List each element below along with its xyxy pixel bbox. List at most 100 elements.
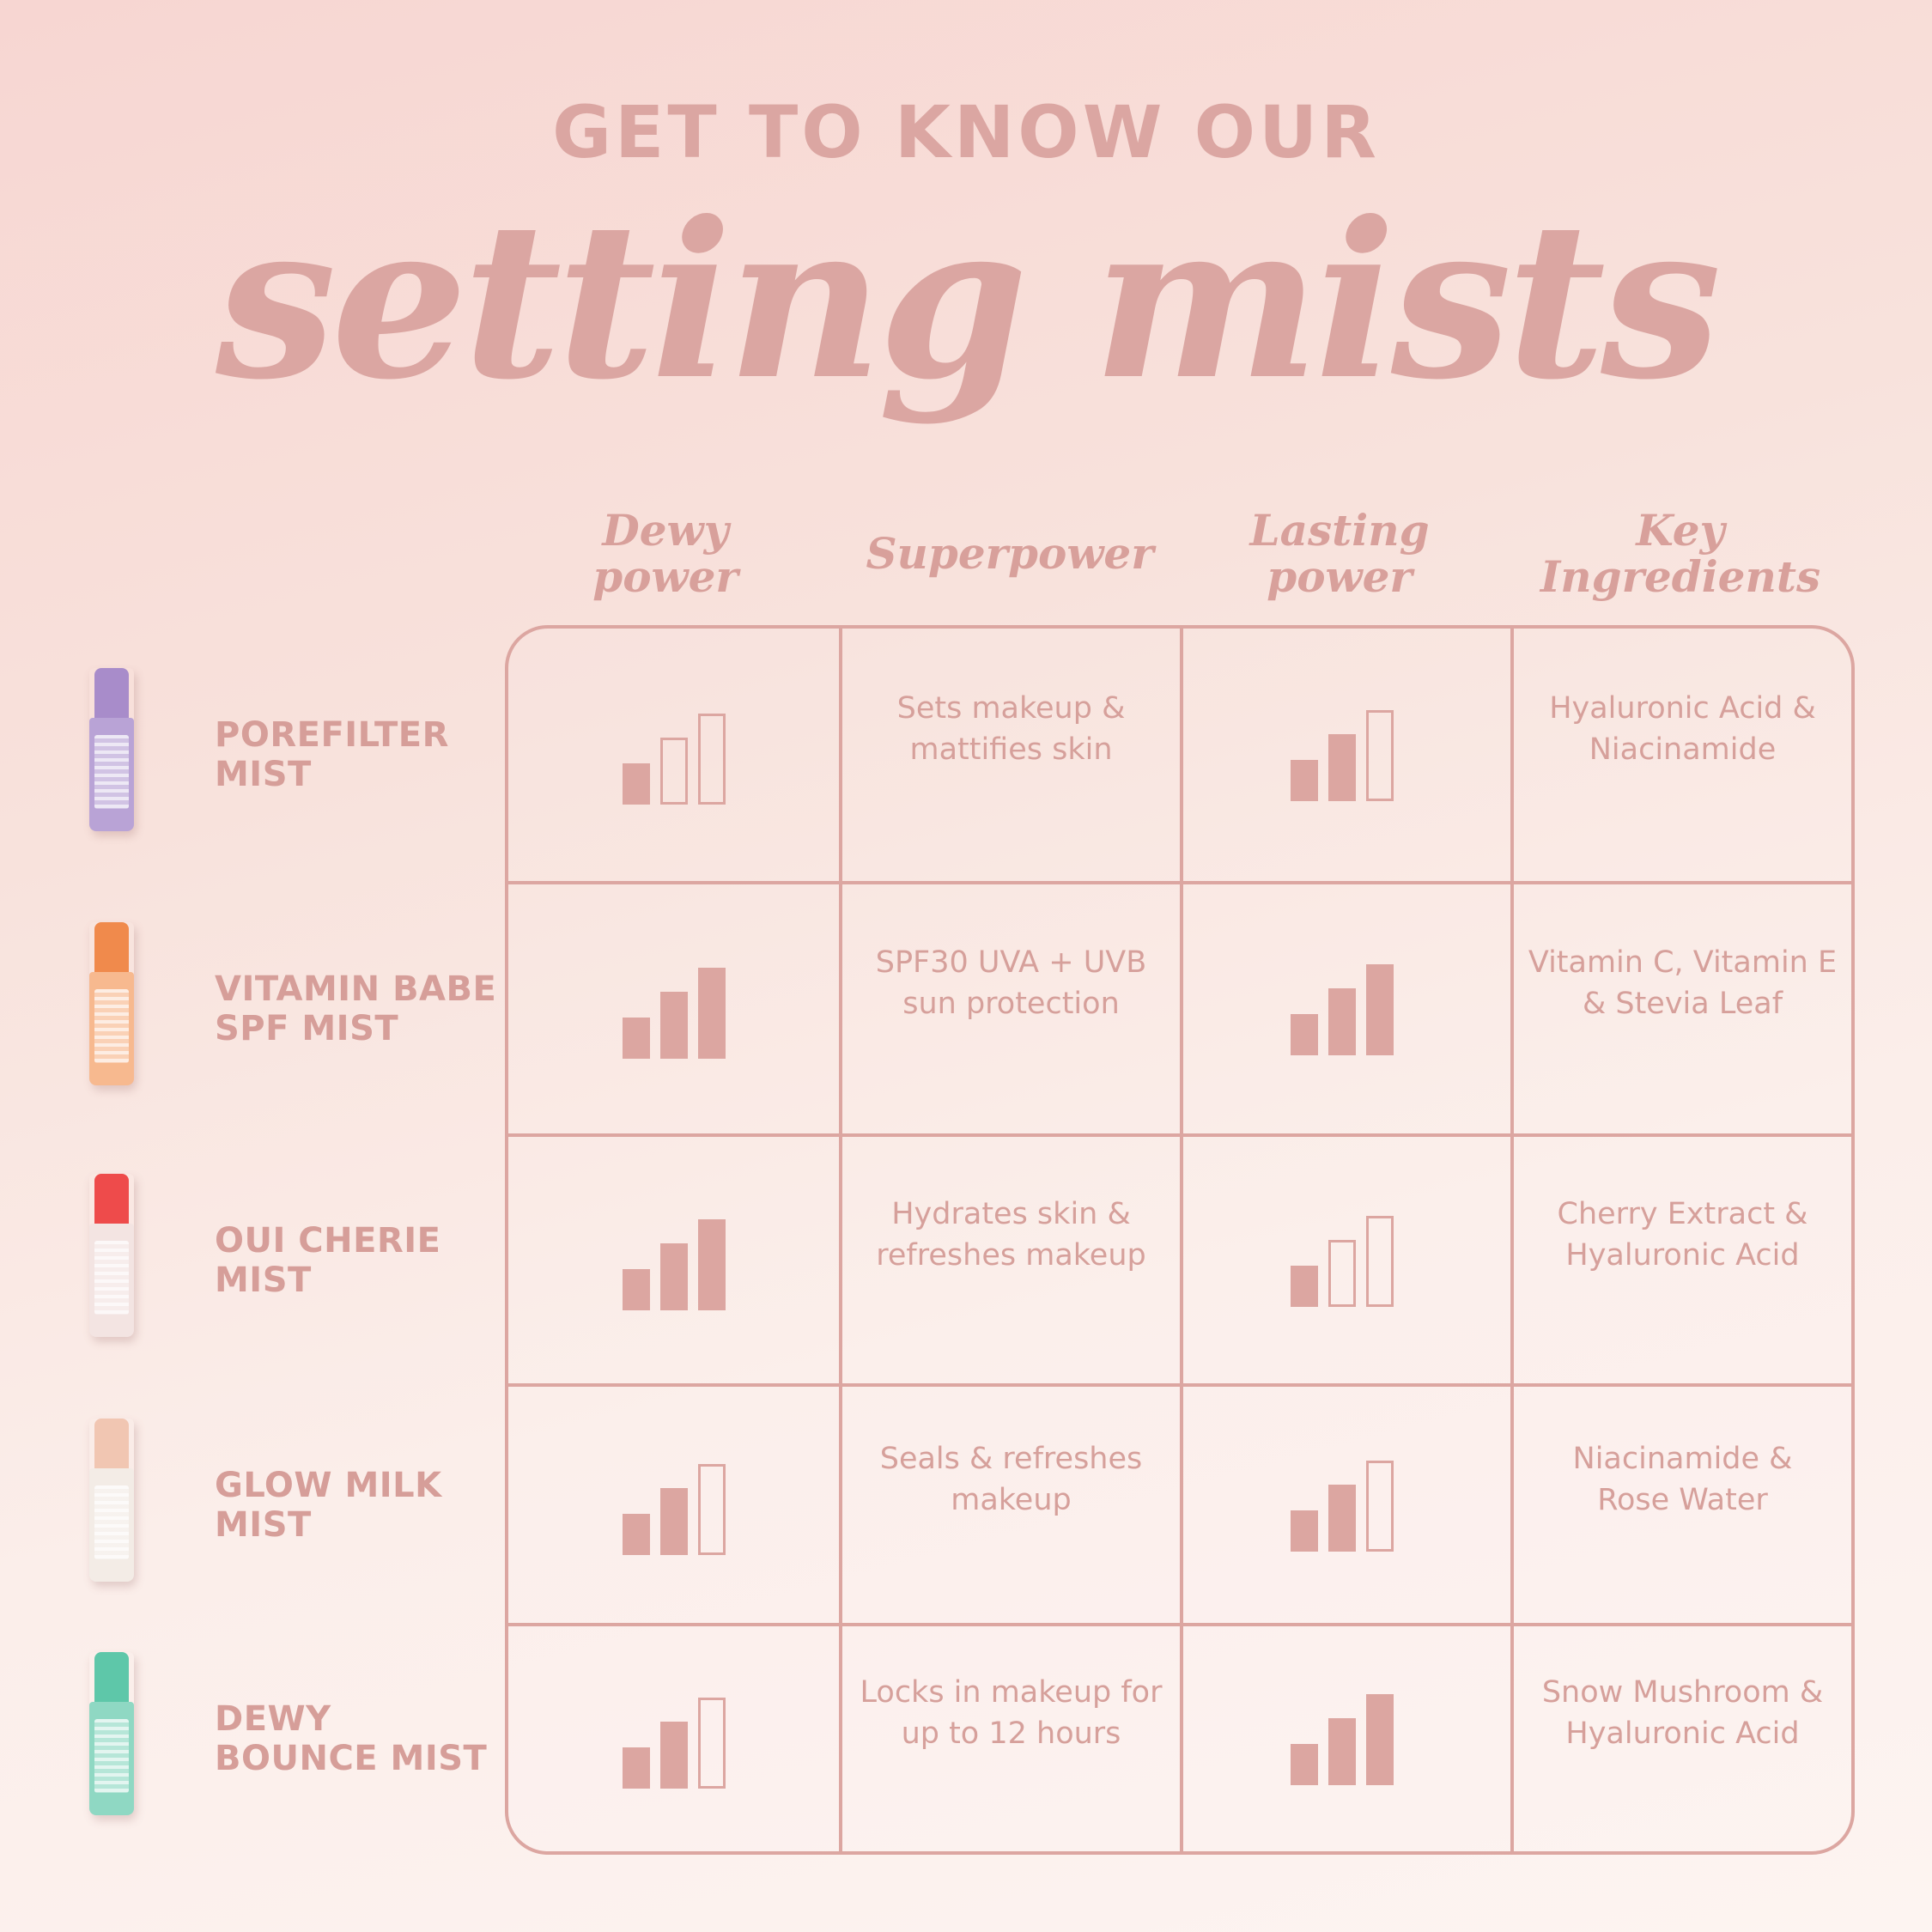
lasting-power-meter <box>1290 1457 1394 1552</box>
meter-bar <box>1327 1484 1356 1552</box>
superpower-line: SPF30 UVA + UVB <box>875 945 1147 980</box>
product-name-line: POREFILTER <box>215 715 449 755</box>
table-divider <box>505 881 1855 884</box>
bottle-label <box>94 1485 129 1559</box>
meter-bar <box>1327 1239 1356 1307</box>
meter-bar <box>1365 1215 1394 1307</box>
product-name-line: DEWY <box>215 1699 331 1739</box>
ingredients-line: & Stevia Leaf <box>1582 987 1783 1021</box>
column-header-lasting-power: Lasting power <box>1249 505 1430 602</box>
ingredients-line: Hyaluronic Acid <box>1565 1237 1800 1273</box>
bottle-cap <box>94 1652 129 1704</box>
dewy-power-meter <box>622 1216 726 1310</box>
ingredients-line: Snow Mushroom & <box>1541 1675 1824 1710</box>
superpower-line: Sets makeup & <box>896 691 1126 726</box>
meter-bar <box>622 1747 650 1789</box>
bottle-label <box>94 1719 129 1793</box>
bottle-cap <box>94 668 129 720</box>
lasting-power-meter <box>1290 707 1394 801</box>
superpower-text: Locks in makeup for up to 12 hours <box>842 1643 1180 1783</box>
lasting-power-meter <box>1290 1212 1394 1307</box>
dewy-power-meter <box>622 1461 726 1555</box>
meter-bar <box>659 1242 688 1310</box>
ingredients-line: Hyaluronic Acid & <box>1549 691 1816 726</box>
meter-bar <box>622 763 650 805</box>
product-bottle-image <box>89 1173 134 1337</box>
lasting-power-meter <box>1290 961 1394 1055</box>
product-name-line: MIST <box>215 1504 312 1545</box>
meter-bar <box>1365 1694 1394 1785</box>
superpower-text: SPF30 UVA + UVB sun protection <box>842 902 1180 1065</box>
meter-bar <box>1327 988 1356 1055</box>
dewy-power-meter <box>622 1694 726 1789</box>
meter-bar <box>1327 734 1356 801</box>
ingredients-line: Vitamin C, Vitamin E <box>1528 945 1838 980</box>
meter-bar <box>1290 1744 1318 1785</box>
meter-bar <box>659 738 688 805</box>
meter-bar <box>1365 1460 1394 1552</box>
bottle-label <box>94 735 129 809</box>
bottle-cap <box>94 1418 129 1470</box>
dewy-power-meter <box>622 710 726 805</box>
key-ingredients-text: Snow Mushroom & Hyaluronic Acid <box>1514 1643 1851 1783</box>
product-name-line: GLOW MILK <box>215 1465 442 1505</box>
meter-bar <box>697 1698 726 1789</box>
superpower-text: Hydrates skin & refreshes makeup <box>842 1154 1180 1315</box>
meter-bar <box>622 1513 650 1555</box>
table-divider <box>505 1623 1855 1626</box>
header-eyebrow: GET TO KNOW OUR <box>552 90 1380 174</box>
meter-bar <box>659 1487 688 1555</box>
superpower-line: refreshes makeup <box>876 1237 1146 1273</box>
superpower-line: makeup <box>951 1482 1072 1517</box>
meter-bar <box>697 714 726 805</box>
product-name: OUI CHERIE MIST <box>215 1221 498 1300</box>
meter-bar <box>1290 1014 1318 1055</box>
superpower-line: Locks in makeup for <box>860 1675 1163 1710</box>
meter-bar <box>1290 1510 1318 1552</box>
table-divider <box>839 625 842 1855</box>
meter-bar <box>622 1018 650 1059</box>
column-header-dewy-power: Dewy power <box>592 505 738 602</box>
product-name: POREFILTER MIST <box>215 715 498 794</box>
product-name: DEWY BOUNCE MIST <box>215 1699 498 1778</box>
meter-bar <box>1290 1265 1318 1307</box>
superpower-line: mattifies skin <box>909 732 1113 767</box>
product-bottle-image <box>89 1418 134 1582</box>
superpower-line: up to 12 hours <box>901 1716 1121 1751</box>
bottle-label <box>94 989 129 1063</box>
column-header-key-ingredients: Key Ingredients <box>1540 505 1821 602</box>
ingredients-line: Cherry Extract & <box>1557 1196 1808 1231</box>
meter-bar <box>697 1463 726 1555</box>
product-bottle-image <box>89 1652 134 1815</box>
superpower-line: Hydrates skin & <box>891 1196 1131 1231</box>
product-name-line: OUI CHERIE <box>215 1220 441 1261</box>
table-divider <box>505 1133 1855 1137</box>
bottle-label <box>94 1240 129 1315</box>
key-ingredients-text: Niacinamide & Rose Water <box>1514 1404 1851 1554</box>
column-header-superpower: Superpower <box>866 528 1154 579</box>
product-bottle-image <box>89 922 134 1085</box>
product-name-line: MIST <box>215 1260 312 1300</box>
ingredients-line: Hyaluronic Acid <box>1565 1716 1800 1751</box>
superpower-line: Seals & refreshes <box>879 1441 1143 1476</box>
key-ingredients-text: Hyaluronic Acid & Niacinamide <box>1514 646 1851 812</box>
product-name-line: MIST <box>215 755 312 794</box>
meter-bar <box>659 992 688 1059</box>
product-name: VITAMIN BABE SPF MIST <box>215 969 498 1048</box>
ingredients-line: Niacinamide & <box>1572 1441 1793 1476</box>
bottle-cap <box>94 922 129 974</box>
table-divider <box>1510 625 1514 1855</box>
meter-bar <box>1290 760 1318 801</box>
meter-bar <box>1327 1718 1356 1785</box>
product-name-line: SPF MIST <box>215 1009 399 1048</box>
meter-bar <box>1365 964 1394 1055</box>
ingredients-line: Rose Water <box>1597 1482 1768 1517</box>
product-bottle-image <box>89 668 134 831</box>
key-ingredients-text: Vitamin C, Vitamin E & Stevia Leaf <box>1514 902 1851 1065</box>
product-name: GLOW MILK MIST <box>215 1466 498 1545</box>
meter-bar <box>697 968 726 1059</box>
table-divider <box>505 1383 1855 1387</box>
product-name-line: VITAMIN BABE <box>215 969 497 1009</box>
meter-bar <box>659 1722 688 1789</box>
table-divider <box>1180 625 1183 1855</box>
